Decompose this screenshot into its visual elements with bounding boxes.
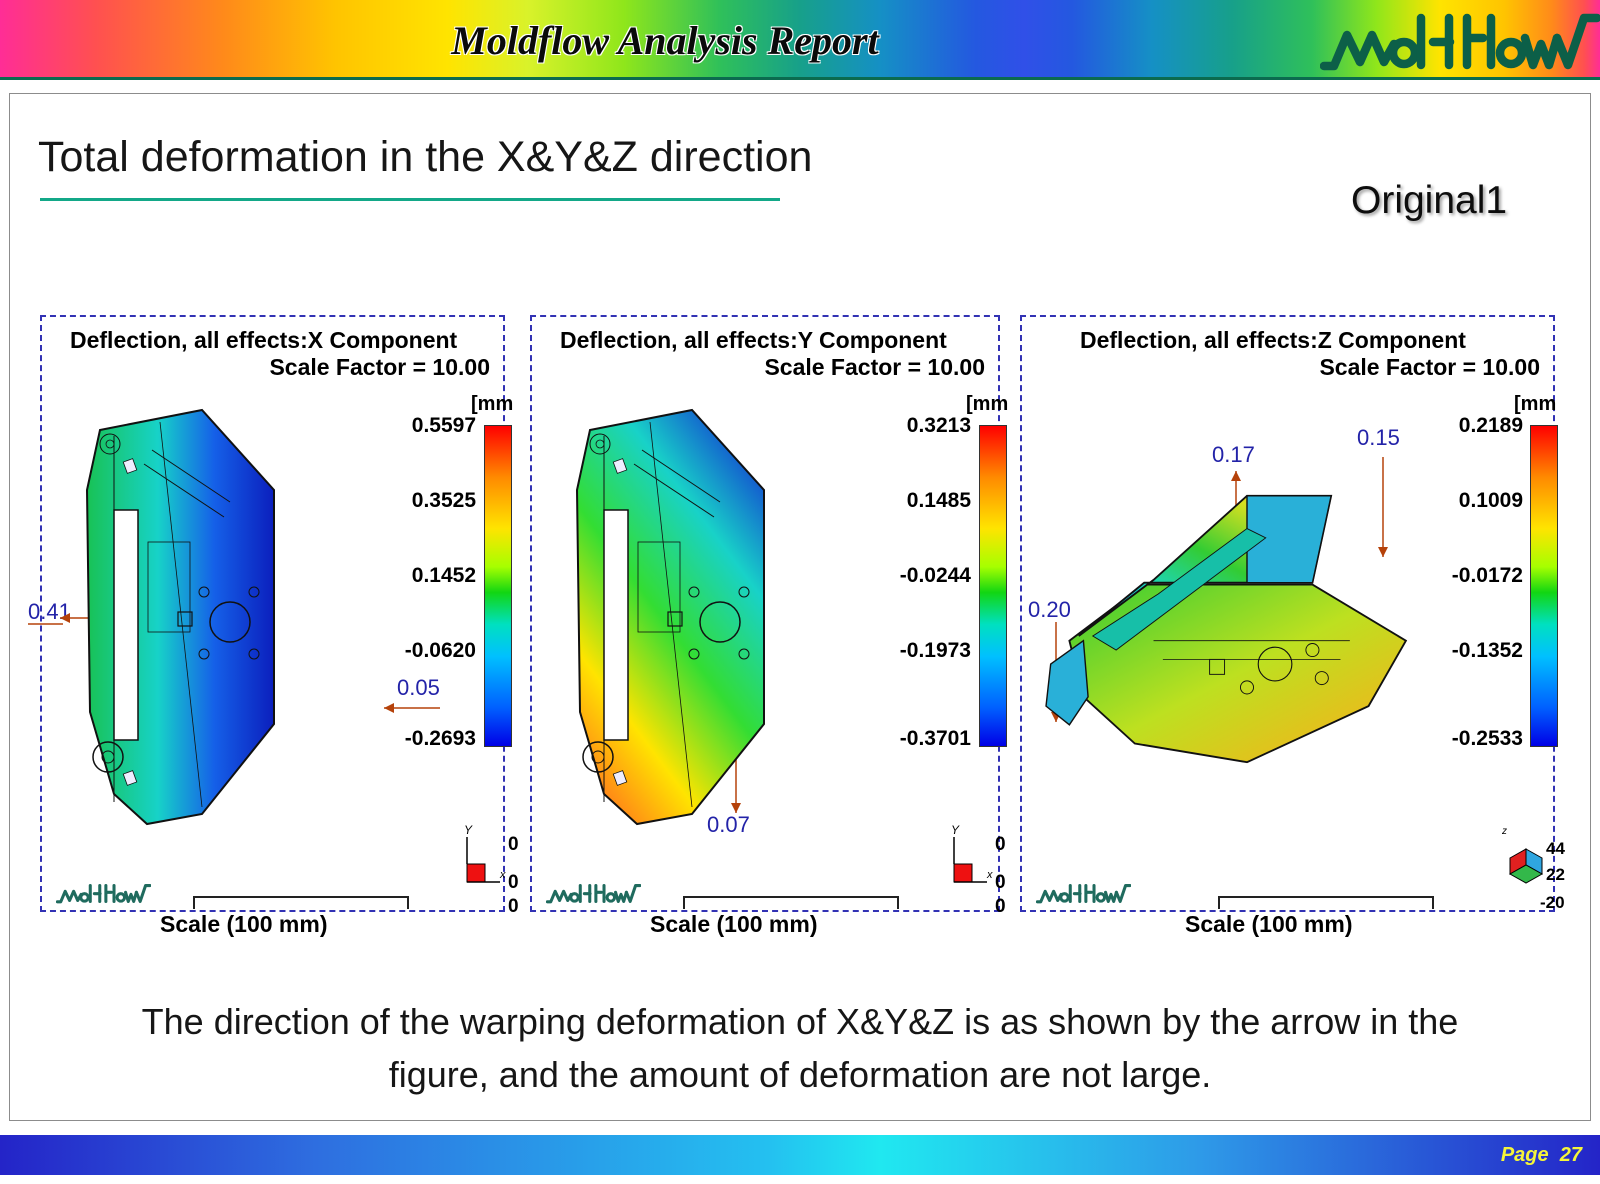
svg-text:44: 44 bbox=[1546, 839, 1565, 858]
svg-text:Y: Y bbox=[464, 823, 473, 837]
svg-text:0: 0 bbox=[995, 834, 1006, 855]
svg-text:0: 0 bbox=[508, 872, 519, 893]
svg-text:x: x bbox=[986, 869, 993, 881]
svg-text:z: z bbox=[1502, 826, 1507, 837]
svg-text:0: 0 bbox=[995, 896, 1006, 917]
svg-text:22: 22 bbox=[1546, 865, 1565, 884]
svg-text:0: 0 bbox=[508, 834, 519, 855]
svg-text:Y: Y bbox=[951, 823, 960, 837]
svg-text:0: 0 bbox=[995, 872, 1006, 893]
svg-text:0: 0 bbox=[508, 896, 519, 917]
svg-text:-20: -20 bbox=[1540, 893, 1565, 912]
svg-text:x: x bbox=[499, 869, 506, 881]
